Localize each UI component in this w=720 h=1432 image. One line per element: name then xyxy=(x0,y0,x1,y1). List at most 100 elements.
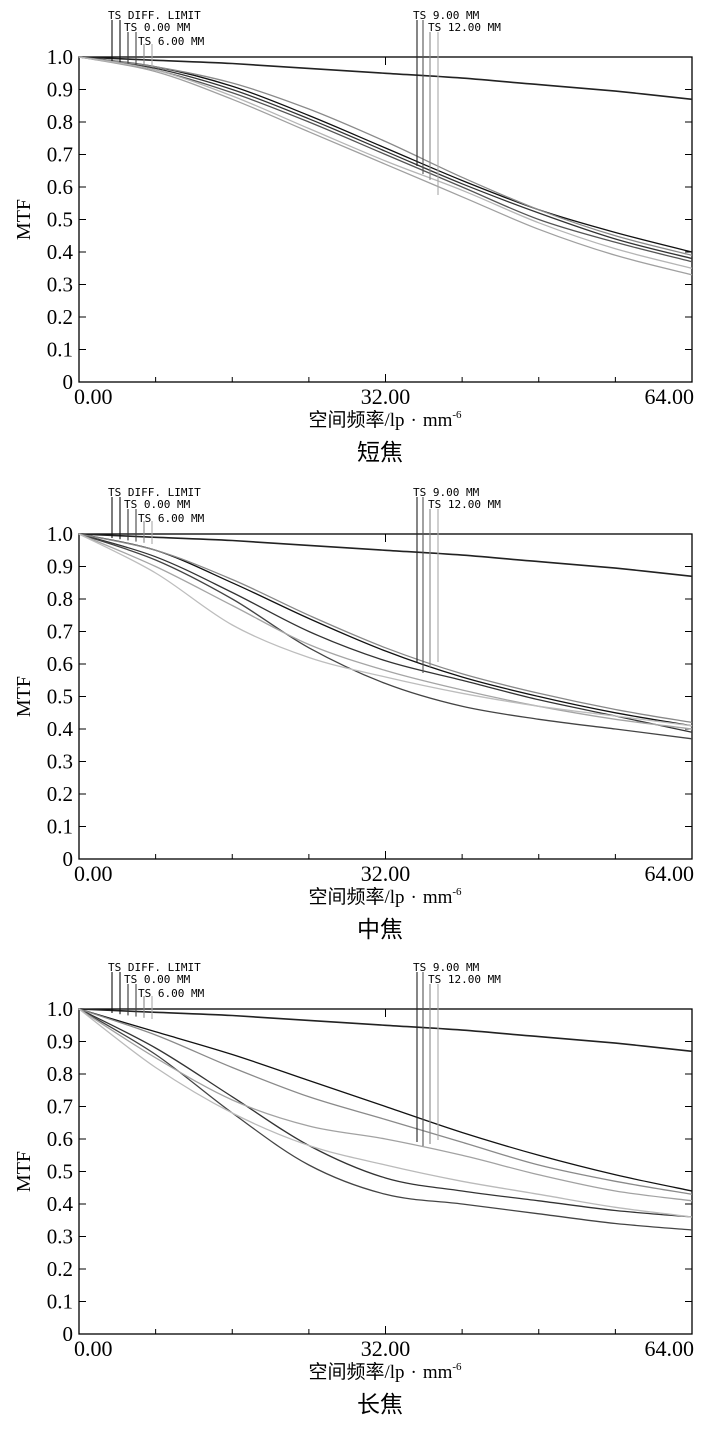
x-axis-label-exponent: -6 xyxy=(452,886,462,898)
y-tick-label: 0.3 xyxy=(47,273,73,297)
legend-entry: TS 6.00 MM xyxy=(138,512,205,525)
y-tick-label: 0 xyxy=(63,847,74,871)
x-tick-label: 64.00 xyxy=(645,384,695,409)
y-tick-label: 0.9 xyxy=(47,1030,73,1054)
legend-entry: TS 9.00 MM xyxy=(413,961,480,974)
x-axis-label: 空间频率/lp · mm-6 xyxy=(308,1361,462,1383)
legend-entry: TS 6.00 MM xyxy=(138,35,205,48)
mtf-curve xyxy=(78,533,693,740)
y-tick-label: 0.6 xyxy=(47,175,73,199)
mtf-curve xyxy=(78,1008,693,1192)
x-tick-label: 0.00 xyxy=(74,384,113,409)
panel-caption: 短焦 xyxy=(357,440,403,465)
y-tick-label: 0.2 xyxy=(47,782,73,806)
legend-entry: TS 0.00 MM xyxy=(124,498,191,511)
y-tick-label: 0.2 xyxy=(47,305,73,329)
x-tick-label: 32.00 xyxy=(361,384,411,409)
x-axis-label-unit: mm xyxy=(423,410,453,431)
y-tick-label: 0.5 xyxy=(47,208,73,232)
y-tick-label: 0.1 xyxy=(47,815,73,839)
legend-entry: TS 9.00 MM xyxy=(413,9,480,22)
x-tick-label: 64.00 xyxy=(645,1336,695,1361)
legend-entry: TS 6.00 MM xyxy=(138,987,205,1000)
x-axis-label-text: 空间频率/lp xyxy=(308,1361,404,1383)
x-tick-label: 64.00 xyxy=(645,861,695,886)
mtf-curve xyxy=(78,533,693,727)
mtf-curve xyxy=(78,1008,693,1195)
y-tick-label: 0.7 xyxy=(47,1095,73,1119)
y-tick-label: 1.0 xyxy=(47,522,73,546)
y-tick-label: 0.1 xyxy=(47,338,73,362)
panel-caption: 长焦 xyxy=(357,1392,403,1417)
x-tick-label: 32.00 xyxy=(361,861,411,886)
mtf-curve xyxy=(78,533,693,733)
x-tick-label: 0.00 xyxy=(74,1336,113,1361)
y-tick-label: 0.4 xyxy=(47,240,74,264)
mtf-curve xyxy=(78,1008,693,1218)
legend-entry: TS 0.00 MM xyxy=(124,973,191,986)
x-axis-label-dot: · xyxy=(411,887,417,908)
legend-entry: TS 12.00 MM xyxy=(428,498,501,511)
y-tick-label: 0.3 xyxy=(47,750,73,774)
y-tick-label: 0.2 xyxy=(47,1257,73,1281)
x-tick-label: 32.00 xyxy=(361,1336,411,1361)
mtf-curve xyxy=(78,533,693,727)
x-axis-label-exponent: -6 xyxy=(452,1361,462,1373)
y-axis-label: MTF xyxy=(13,199,35,240)
mtf-curve xyxy=(78,1008,693,1202)
y-tick-label: 1.0 xyxy=(47,997,73,1021)
y-tick-label: 0.9 xyxy=(47,78,73,102)
y-tick-label: 0.3 xyxy=(47,1225,73,1249)
x-axis-label-text: 空间频率/lp xyxy=(308,886,404,908)
y-tick-label: 0.7 xyxy=(47,143,73,167)
y-tick-label: 0.6 xyxy=(47,1127,73,1151)
legend-entry: TS DIFF. LIMIT xyxy=(108,486,201,499)
x-tick-label: 0.00 xyxy=(74,861,113,886)
y-tick-label: 0.6 xyxy=(47,652,73,676)
legend-entry: TS 12.00 MM xyxy=(428,973,501,986)
mtf-chart-1: 0 0.1 0.2 0.3 0.4 0.5 0.6 0.7 0.8 0.9 1.0 0.00 32.00… xyxy=(13,9,694,465)
x-axis-label-dot: · xyxy=(411,410,417,431)
mtf-curve xyxy=(78,56,693,101)
mtf-curve xyxy=(78,533,693,578)
x-axis-label: 空间频率/lp · mm-6 xyxy=(308,409,462,431)
legend-entry: TS 12.00 MM xyxy=(428,21,501,34)
mtf-curve xyxy=(78,533,693,730)
y-axis-label: MTF xyxy=(13,1151,35,1192)
mtf-curve xyxy=(78,56,693,260)
x-axis-label-text: 空间频率/lp xyxy=(308,409,404,431)
y-tick-label: 0.8 xyxy=(47,1062,73,1086)
panel-caption: 中焦 xyxy=(357,917,403,942)
legend-entry: TS DIFF. LIMIT xyxy=(108,9,201,22)
mtf-chart-2: 0 0.1 0.2 0.3 0.4 0.5 0.6 0.7 0.8 0.9 1.0 0.00 32.00… xyxy=(13,486,694,942)
x-axis-label-dot: · xyxy=(411,1362,417,1383)
mtf-curve xyxy=(78,56,693,256)
mtf-curve xyxy=(78,1008,693,1231)
y-tick-label: 0.8 xyxy=(47,110,73,134)
y-tick-label: 0.8 xyxy=(47,587,73,611)
legend-entry: TS 0.00 MM xyxy=(124,21,191,34)
y-tick-label: 0.7 xyxy=(47,620,73,644)
y-tick-label: 0.1 xyxy=(47,1290,73,1314)
plot-frame xyxy=(78,56,693,383)
mtf-curve xyxy=(78,56,693,276)
y-tick-label: 1.0 xyxy=(47,45,73,69)
y-tick-label: 0 xyxy=(63,370,74,394)
x-axis-label-exponent: -6 xyxy=(452,409,462,421)
y-tick-label: 0.4 xyxy=(47,717,74,741)
y-tick-label: 0.5 xyxy=(47,1160,73,1184)
mtf-curve xyxy=(78,533,693,724)
mtf-curve xyxy=(78,56,693,253)
y-tick-label: 0.9 xyxy=(47,555,73,579)
mtf-curve xyxy=(78,56,693,269)
y-tick-label: 0.5 xyxy=(47,685,73,709)
y-axis-label: MTF xyxy=(13,676,35,717)
x-axis-label: 空间频率/lp · mm-6 xyxy=(308,886,462,908)
y-tick-label: 0.4 xyxy=(47,1192,74,1216)
mtf-curve xyxy=(78,1008,693,1218)
y-tick-label: 0 xyxy=(63,1322,74,1346)
x-axis-label-unit: mm xyxy=(423,887,453,908)
legend-entry: TS 9.00 MM xyxy=(413,486,480,499)
